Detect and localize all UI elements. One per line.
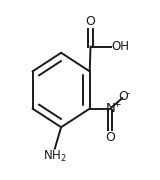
Text: N: N bbox=[105, 102, 115, 115]
Text: -: - bbox=[127, 89, 130, 98]
Text: O: O bbox=[119, 90, 128, 103]
Text: +: + bbox=[113, 100, 120, 109]
Text: OH: OH bbox=[112, 40, 130, 53]
Text: O: O bbox=[86, 15, 96, 28]
Text: NH$_2$: NH$_2$ bbox=[43, 149, 67, 165]
Text: O: O bbox=[105, 131, 115, 144]
